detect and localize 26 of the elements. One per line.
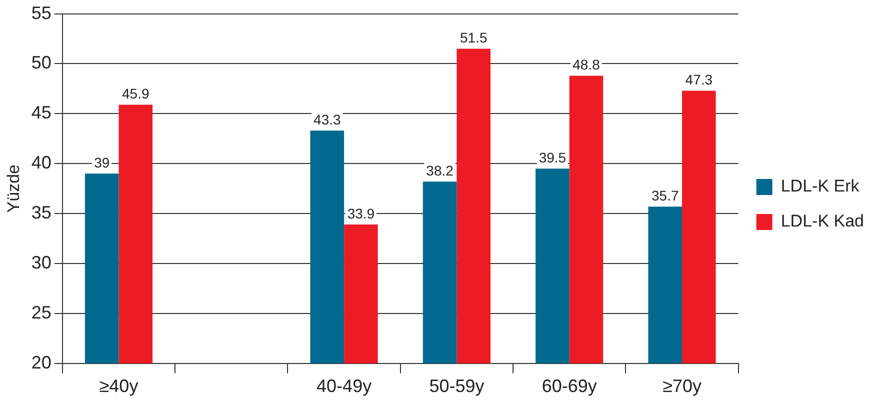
data-label: 39: [94, 154, 110, 170]
data-label: 43.3: [314, 112, 341, 128]
y-tick-label: 25: [31, 302, 52, 322]
data-label: 47.3: [685, 72, 713, 88]
x-tick-label: 60-69y: [542, 376, 597, 396]
x-tick-label: ≥70y: [662, 376, 702, 396]
legend-label: LDL-K Kad: [780, 212, 864, 231]
y-tick-label: 50: [31, 52, 52, 73]
data-label: 45.9: [122, 86, 150, 102]
data-label: 38.2: [426, 162, 454, 178]
data-label: 51.5: [460, 30, 488, 46]
legend-label: LDL-K Erk: [780, 176, 860, 196]
y-tick-label: 35: [31, 202, 52, 223]
y-tick-label: 30: [31, 252, 52, 272]
data-label: 48.8: [572, 56, 600, 73]
x-tick-label: 40-49y: [316, 376, 372, 396]
y-tick-label: 20: [31, 352, 52, 372]
y-tick-label: 55: [31, 2, 52, 23]
x-tick-label: ≥40y: [99, 376, 138, 396]
data-label: 39.5: [538, 149, 566, 166]
data-label: 33.9: [347, 205, 375, 222]
data-label: 35.7: [651, 187, 679, 204]
y-tick-label: 45: [31, 102, 52, 123]
y-axis-title: Yüzde: [4, 164, 23, 213]
y-tick-label: 40: [31, 152, 52, 173]
x-tick-label: 50-59y: [429, 376, 484, 396]
